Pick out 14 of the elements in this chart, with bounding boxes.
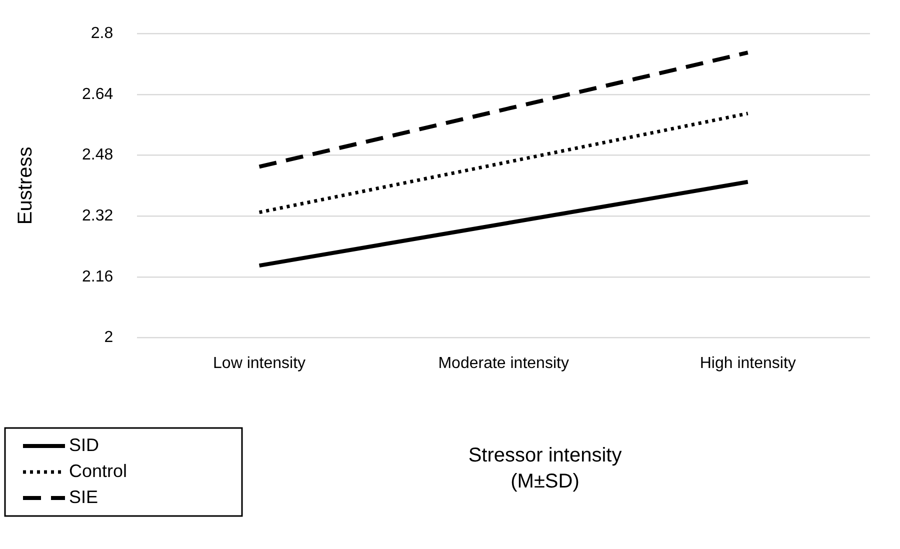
x-tick-label: Low intensity xyxy=(213,354,306,372)
y-tick-label: 2.16 xyxy=(82,268,114,286)
x-tick-label: Moderate intensity xyxy=(438,354,569,372)
y-tick-label: 2.8 xyxy=(90,25,114,42)
x-axis-title: Stressor intensity (M±SD) xyxy=(468,444,622,493)
legend-label: SID xyxy=(69,434,100,455)
y-tick-label: 2.32 xyxy=(82,208,114,225)
legend-label: SIE xyxy=(69,486,98,507)
legend-label: Control xyxy=(69,460,128,481)
y-tick-label: 2.64 xyxy=(82,86,114,103)
y-axis-title: Eustress xyxy=(14,146,37,225)
y-tick-label: 2 xyxy=(104,329,114,346)
x-tick-label: High intensity xyxy=(700,354,796,372)
y-tick-label: 2.48 xyxy=(82,146,114,164)
